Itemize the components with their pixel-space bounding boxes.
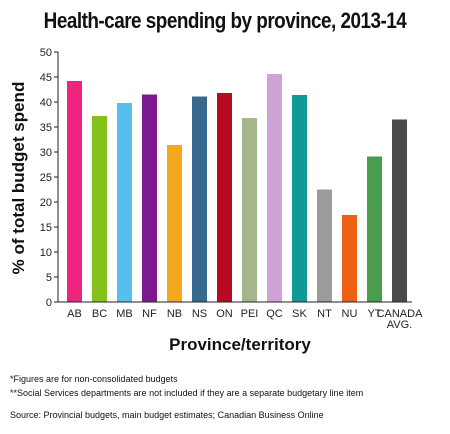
x-tick-label: PEI	[241, 308, 259, 320]
bar-sk	[292, 95, 307, 302]
footnote-social-services: **Social Services departments are not in…	[10, 388, 364, 398]
bars	[67, 74, 407, 302]
x-tick-label: BC	[92, 308, 107, 320]
x-tick-label: MB	[116, 308, 133, 320]
y-tick-label: 0	[46, 297, 52, 309]
bar-nt	[317, 189, 332, 302]
y-tick-label: 5	[46, 272, 52, 284]
x-tick-label: ON	[216, 308, 233, 320]
bar-nf	[142, 94, 157, 302]
x-tick-label: QC	[266, 308, 283, 320]
x-tick-label: AB	[67, 308, 82, 320]
y-tick-label: 15	[40, 222, 52, 234]
y-tick-label: 10	[40, 247, 52, 259]
y-axis-label: % of total budget spend	[9, 82, 28, 275]
bar-yt	[367, 156, 382, 302]
chart-title: Health-care spending by province, 2013-1…	[43, 8, 407, 33]
y-tick-label: 30	[40, 147, 52, 159]
x-tick-label: YT	[367, 308, 381, 320]
y-tick-label: 25	[40, 172, 52, 184]
bar-bc	[92, 116, 107, 302]
bar-nb	[167, 145, 182, 302]
x-tick-label: NF	[142, 308, 157, 320]
bar-pei	[242, 118, 257, 302]
y-tick-label: 50	[40, 47, 52, 59]
y-axis: 0 5 10 15 20 25 30 35 40 45 50	[40, 47, 59, 309]
bar-nu	[342, 215, 357, 302]
y-tick-label: 20	[40, 197, 52, 209]
bar-ab	[67, 81, 82, 302]
y-tick-label: 40	[40, 97, 52, 109]
x-tick-label: NT	[317, 308, 332, 320]
bar-ns	[192, 96, 207, 302]
x-tick-label: NB	[167, 308, 182, 320]
y-tick-label: 45	[40, 72, 52, 84]
x-tick-label: SK	[292, 308, 307, 320]
x-tick-label: NU	[342, 308, 358, 320]
bar-canadaavg	[392, 119, 407, 302]
source-note: Source: Provincial budgets, main budget …	[10, 410, 324, 420]
x-tick-label: NS	[192, 308, 207, 320]
bar-qc	[267, 74, 282, 302]
footnote-consolidated: *Figures are for non-consolidated budget…	[10, 374, 178, 384]
x-tick-label: CANADA AVG.	[377, 308, 424, 331]
bar-on	[217, 93, 232, 302]
y-tick-label: 35	[40, 122, 52, 134]
bar-mb	[117, 103, 132, 302]
x-axis-label: Province/territory	[169, 335, 311, 354]
